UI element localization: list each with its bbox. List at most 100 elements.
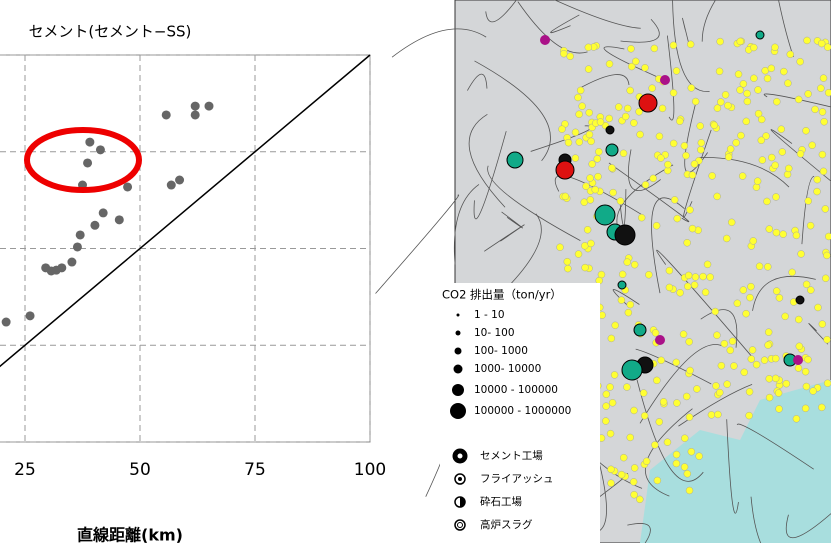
legend-symbol-label: セメント工場 — [480, 449, 543, 462]
map-site — [796, 296, 804, 304]
map-dot — [691, 281, 698, 288]
map-dot — [716, 68, 723, 75]
map-dot — [643, 458, 650, 465]
map-dot — [748, 355, 755, 362]
map-dot — [603, 403, 610, 410]
map-dot — [572, 129, 579, 136]
map-dot — [664, 439, 671, 446]
map-dot — [814, 304, 821, 311]
map: CO2 排出量（ton/yr）1 - 1010- 100100- 1000100… — [376, 0, 831, 543]
map-dot — [564, 265, 571, 272]
map-dot — [636, 496, 643, 503]
legend-size-dot — [456, 331, 461, 336]
legend-size: 1000- 10000 — [474, 363, 541, 375]
map-dot — [795, 365, 802, 372]
map-site — [606, 126, 614, 134]
legend-symbol-label: 高炉スラグ — [480, 518, 533, 531]
map-dot — [804, 37, 811, 44]
map-dot — [798, 250, 805, 257]
map-dot — [620, 150, 627, 157]
map-dot — [681, 435, 688, 442]
map-dot — [773, 288, 780, 295]
map-dot — [812, 106, 819, 113]
map-dot — [620, 454, 627, 461]
map-dot — [606, 60, 613, 67]
road — [376, 195, 459, 294]
map-dot — [640, 390, 647, 397]
map-dot — [653, 222, 660, 229]
map-dot — [743, 310, 750, 317]
map-dot — [753, 184, 760, 191]
point — [191, 102, 200, 111]
map-dot — [729, 338, 736, 345]
map-dot — [623, 384, 630, 391]
map-dot — [717, 99, 724, 106]
map-dot — [803, 383, 810, 390]
map-dot — [805, 90, 812, 97]
point — [90, 221, 99, 230]
slide: セメント(セメント−SS) 直線距離(km) 02550751000255075… — [0, 0, 831, 543]
map-dot — [724, 381, 731, 388]
map-dot — [575, 251, 582, 258]
map-slag — [660, 75, 670, 85]
map-dot — [744, 98, 751, 105]
map-dot — [796, 343, 803, 350]
map-dot — [575, 94, 582, 101]
point — [85, 138, 94, 147]
map-dot — [631, 464, 638, 471]
map-dot — [728, 219, 735, 226]
map-dot — [651, 45, 658, 52]
map-dot — [579, 103, 586, 110]
map-dot — [712, 308, 719, 315]
map-dot — [673, 399, 680, 406]
map-dot — [697, 146, 704, 153]
map-dot — [737, 132, 744, 139]
legend-size-dot — [450, 403, 466, 419]
map-dot — [737, 86, 744, 93]
map-dot — [787, 51, 794, 58]
map-dot — [750, 75, 757, 82]
map-dot — [821, 118, 828, 125]
map-dot — [567, 53, 574, 60]
map-dot — [797, 58, 804, 65]
map-dot — [608, 335, 615, 342]
map-dot — [740, 287, 747, 294]
map-dot — [594, 155, 601, 162]
map-dot — [727, 347, 734, 354]
map-dot — [756, 263, 763, 270]
map-dot — [802, 368, 809, 375]
map-dot — [684, 239, 691, 246]
map-dot — [606, 115, 613, 122]
map-dot — [809, 142, 816, 149]
map-dot — [653, 377, 660, 384]
map-dot — [754, 86, 761, 93]
x-tick-label: 100 — [354, 460, 386, 480]
map-site — [622, 360, 642, 380]
map-dot — [766, 226, 773, 233]
map-dot — [765, 342, 772, 349]
legend-symbol — [455, 451, 465, 461]
map-dot — [576, 139, 583, 146]
map-dot — [778, 126, 785, 133]
map-site — [634, 324, 646, 336]
map-dot — [824, 44, 831, 51]
map-dot — [818, 404, 825, 411]
map-dot — [562, 193, 569, 200]
map-dot — [761, 357, 768, 364]
map-dot — [714, 411, 721, 418]
map-dot — [630, 407, 637, 414]
map-dot — [652, 329, 659, 336]
legend-symbol-label: 砕石工場 — [480, 495, 522, 508]
map-dot — [702, 289, 709, 296]
map-dot — [641, 412, 648, 419]
point — [167, 181, 176, 190]
map-dot — [670, 140, 677, 147]
map-dot — [721, 340, 728, 347]
map-dot — [771, 44, 778, 51]
map-dot — [576, 111, 583, 118]
map-dot — [723, 235, 730, 242]
legend-symbol-inner — [459, 478, 462, 481]
map-dot — [820, 168, 827, 175]
map-dot — [724, 102, 731, 109]
map-cement — [639, 94, 657, 112]
